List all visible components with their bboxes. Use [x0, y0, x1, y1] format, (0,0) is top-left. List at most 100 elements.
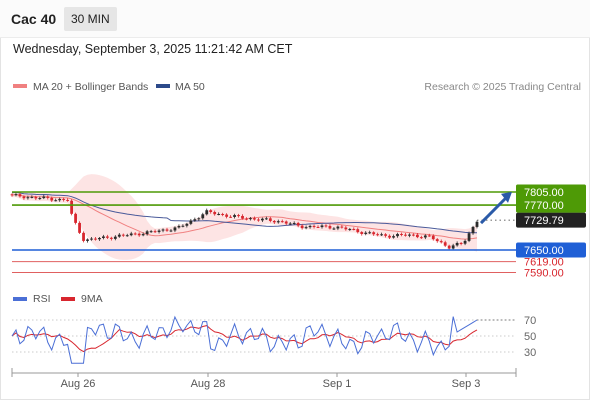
candle [276, 221, 280, 223]
x-axis-tick-label: Aug 26 [61, 378, 96, 390]
candle [237, 215, 240, 217]
candle [257, 219, 260, 221]
timeframe-button[interactable]: 30 MIN [64, 7, 117, 31]
candle [102, 236, 105, 238]
candle [121, 234, 125, 236]
candle [18, 194, 22, 197]
candle [308, 225, 312, 228]
candle [26, 197, 30, 199]
candle [304, 227, 308, 229]
candle [360, 232, 364, 234]
legend: MA 20 + Bollinger Bands MA 50 Research ©… [13, 81, 581, 93]
candle [201, 214, 205, 219]
bollinger-band [12, 174, 477, 260]
rsi-tick-label: 50 [524, 331, 536, 343]
candle [145, 231, 149, 235]
rsi-ma-legend-swatch [61, 297, 75, 301]
candle [423, 235, 427, 238]
x-axis-tick-label: Sep 1 [323, 378, 352, 390]
candle [181, 225, 185, 227]
ma50-legend-swatch [156, 84, 170, 88]
candle [177, 226, 181, 228]
candle [209, 210, 213, 212]
candle [431, 235, 435, 240]
resistance-label: 7770.00 [524, 200, 564, 212]
candle [348, 228, 352, 230]
candle [105, 236, 109, 238]
rsi-line [11, 315, 478, 364]
candle [137, 233, 141, 236]
candle [396, 233, 399, 237]
candle [245, 218, 248, 220]
candle [388, 235, 391, 238]
candle [113, 236, 117, 239]
candle [10, 194, 14, 196]
candle [392, 236, 395, 238]
resistance-zone-box [516, 184, 586, 213]
forecast-arrow [479, 196, 508, 225]
candle [141, 234, 145, 236]
candle [284, 221, 288, 224]
candle [400, 233, 403, 235]
price-label: 7619.00 [524, 257, 564, 269]
candle [352, 228, 356, 230]
candle [324, 225, 328, 227]
candle [54, 200, 58, 202]
candle [288, 223, 292, 225]
symbol-title: Cac 40 [11, 11, 57, 27]
candle [161, 229, 165, 231]
candle [217, 214, 221, 216]
candle [344, 227, 348, 230]
candle [328, 225, 332, 229]
candle [157, 230, 161, 232]
candle [66, 199, 70, 201]
candle [117, 234, 121, 237]
candle [249, 218, 252, 220]
candle [463, 240, 467, 244]
candle [471, 226, 475, 234]
resistance-label: 7805.00 [524, 187, 564, 199]
candle [300, 225, 304, 229]
candle [435, 239, 439, 242]
candle [94, 238, 97, 240]
candle [62, 198, 66, 200]
rsi-legend-swatch [13, 297, 27, 301]
candle [340, 226, 344, 228]
candle [404, 234, 407, 236]
candle [455, 242, 459, 246]
price-label: 7590.00 [524, 267, 564, 279]
rsi-ma-legend-label: 9MA [81, 293, 103, 305]
forecast-arrow-head [501, 191, 512, 203]
chart-header: Cac 40 30 MIN [0, 0, 590, 38]
candle [153, 231, 157, 233]
candle [451, 245, 455, 249]
candle [78, 222, 81, 233]
candle [292, 222, 296, 224]
candle [133, 233, 137, 235]
candle [427, 235, 431, 237]
candle [312, 225, 316, 227]
candle [372, 232, 376, 235]
candle [90, 238, 93, 240]
ma20-legend-swatch [13, 84, 27, 88]
candle [439, 241, 443, 243]
candle [129, 233, 133, 236]
candle [467, 233, 471, 241]
candle [169, 230, 173, 232]
chart-datetime: Wednesday, September 3, 2025 11:21:42 AM… [13, 42, 293, 56]
price-label: 7650.00 [524, 245, 564, 257]
candle [34, 196, 38, 199]
candle [280, 221, 284, 223]
candle [125, 235, 129, 237]
candle [165, 229, 169, 231]
candle [22, 196, 26, 199]
candle [30, 196, 34, 198]
candle [268, 218, 272, 221]
candle [42, 196, 46, 199]
candle [225, 214, 229, 217]
candle [316, 226, 320, 228]
candle [384, 234, 387, 236]
price-label: 7729.79 [524, 215, 564, 227]
candle [320, 225, 324, 228]
